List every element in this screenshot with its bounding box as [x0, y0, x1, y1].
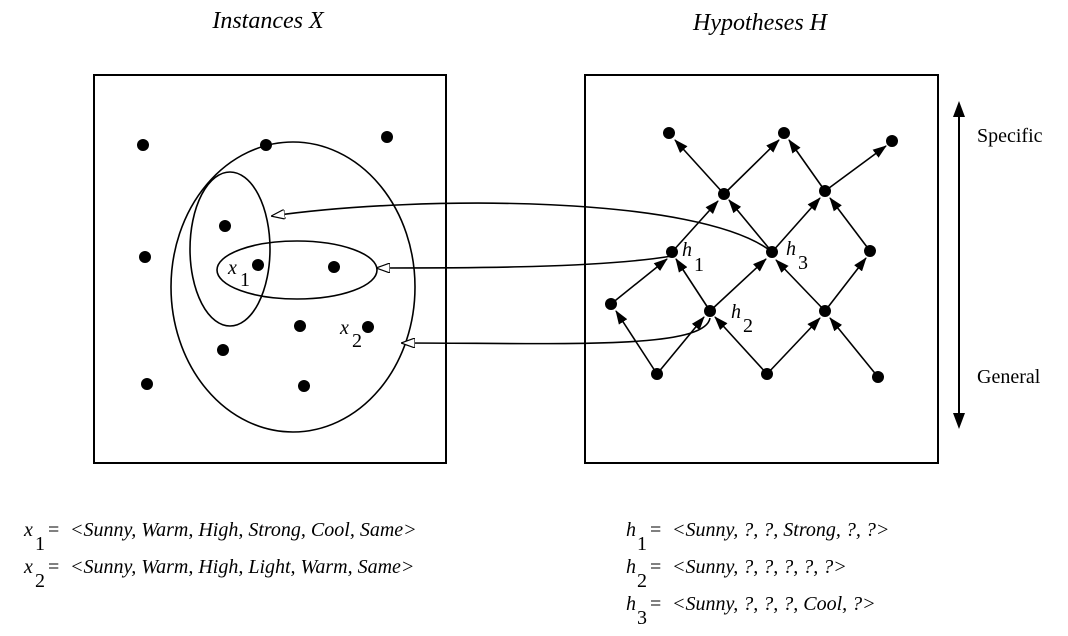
lattice-edge: [824, 257, 867, 312]
hypothesis-point: [651, 368, 663, 380]
hypotheses-box: [584, 74, 939, 464]
definition-symbol: h: [626, 519, 636, 541]
hypothesis-point: [663, 127, 675, 139]
hypothesis-point: [872, 371, 884, 383]
definition-equals: =: [650, 556, 666, 578]
lattice-edge: [728, 199, 773, 253]
hypothesis-definition-h1: h 1 = <Sunny, ?, ?, Strong, ?, ?>: [626, 519, 889, 555]
h2-mapping-arrow: [402, 317, 711, 344]
hypothesis-point: [718, 188, 730, 200]
h1-label: h: [682, 239, 692, 261]
hypothesis-lattice-edges: [610, 139, 887, 378]
lattice-edge: [829, 197, 871, 252]
hypothesis-point-h1: [666, 246, 678, 258]
definition-subscript: 2: [35, 570, 45, 592]
instance-point: [328, 261, 340, 273]
lattice-edge: [775, 259, 826, 312]
h2-label-subscript: 2: [743, 315, 753, 337]
axis-down-arrow-icon: [953, 413, 965, 429]
definition-subscript: 2: [637, 570, 647, 592]
hypothesis-point: [819, 185, 831, 197]
hypothesis-point: [864, 245, 876, 257]
definition-equals: =: [48, 556, 64, 578]
hypothesis-point: [819, 305, 831, 317]
instance-point: [260, 139, 272, 151]
definition-subscript: 1: [35, 533, 45, 555]
specific-label: Specific: [977, 125, 1043, 147]
definition-value: <Sunny, ?, ?, Strong, ?, ?>: [672, 519, 889, 541]
definition-value: <Sunny, ?, ?, ?, ?, ?>: [672, 556, 847, 578]
definition-subscript: 3: [637, 607, 647, 629]
lattice-edge: [829, 317, 879, 378]
hypothesis-point: [886, 135, 898, 147]
definition-symbol: x: [23, 556, 33, 578]
definition-value: <Sunny, Warm, High, Light, Warm, Same>: [70, 556, 414, 578]
lattice-edge: [610, 258, 668, 305]
lattice-edge: [671, 200, 719, 253]
instance-point: [217, 344, 229, 356]
definition-value: <Sunny, ?, ?, ?, Cool, ?>: [672, 593, 876, 615]
x2-label-subscript: 2: [352, 330, 362, 352]
h1-mapping-arrow: [377, 255, 673, 268]
h3-mapping-arrow: [272, 202, 773, 253]
h1-coverage-ellipse: [189, 171, 271, 327]
hypothesis-point: [778, 127, 790, 139]
instances-outer-ellipse: [170, 141, 416, 433]
lattice-edge: [766, 317, 821, 375]
instance-point-x1: [252, 259, 264, 271]
hypothesis-point: [761, 368, 773, 380]
general-label: General: [977, 366, 1041, 388]
hypothesis-definition-h2: h 2 = <Sunny, ?, ?, ?, ?, ?>: [626, 556, 847, 592]
definition-value: <Sunny, Warm, High, Strong, Cool, Same>: [70, 519, 417, 541]
instance-point: [298, 380, 310, 392]
lattice-edge: [771, 197, 821, 253]
hypothesis-definition-h3: h 3 = <Sunny, ?, ?, ?, Cool, ?>: [626, 593, 876, 629]
definition-symbol: x: [23, 519, 33, 541]
hypothesis-point: [605, 298, 617, 310]
definition-symbol: h: [626, 556, 636, 578]
instances-box: [93, 74, 447, 464]
lattice-edge: [824, 145, 887, 192]
lattice-edge: [714, 316, 768, 375]
lattice-edge: [723, 139, 780, 195]
instance-point: [294, 320, 306, 332]
instance-definition-x2: x 2 = <Sunny, Warm, High, Light, Warm, S…: [23, 556, 414, 592]
definition-symbol: h: [626, 593, 636, 615]
x1-label-subscript: 1: [240, 269, 250, 291]
x2-label: x: [339, 317, 349, 339]
instance-definition-x1: x 1 = <Sunny, Warm, High, Strong, Cool, …: [23, 519, 417, 555]
instance-point: [219, 220, 231, 232]
lattice-edge: [788, 139, 826, 192]
lattice-edge: [674, 139, 725, 195]
instance-point: [381, 131, 393, 143]
instance-point: [141, 378, 153, 390]
instance-point: [137, 139, 149, 151]
h1-label-subscript: 1: [694, 254, 704, 276]
lattice-edge: [656, 316, 705, 375]
h3-label-subscript: 3: [798, 252, 808, 274]
definition-equals: =: [650, 519, 666, 541]
definition-subscript: 1: [637, 533, 647, 555]
hypotheses-title: Hypotheses H: [692, 10, 829, 36]
instance-points: [137, 131, 393, 392]
lattice-edge: [709, 258, 767, 312]
instances-title: Instances X: [211, 8, 325, 34]
definition-equals: =: [650, 593, 666, 615]
lattice-edge: [675, 258, 711, 312]
instance-point: [139, 251, 151, 263]
h2-label: h: [731, 301, 741, 323]
x1-label: x: [227, 257, 237, 279]
lattice-edge: [615, 310, 658, 375]
h3-label: h: [786, 238, 796, 260]
definition-equals: =: [48, 519, 64, 541]
hypothesis-point-h2: [704, 305, 716, 317]
instance-point-x2: [362, 321, 374, 333]
hypothesis-points: [605, 127, 898, 383]
axis-up-arrow-icon: [953, 101, 965, 117]
